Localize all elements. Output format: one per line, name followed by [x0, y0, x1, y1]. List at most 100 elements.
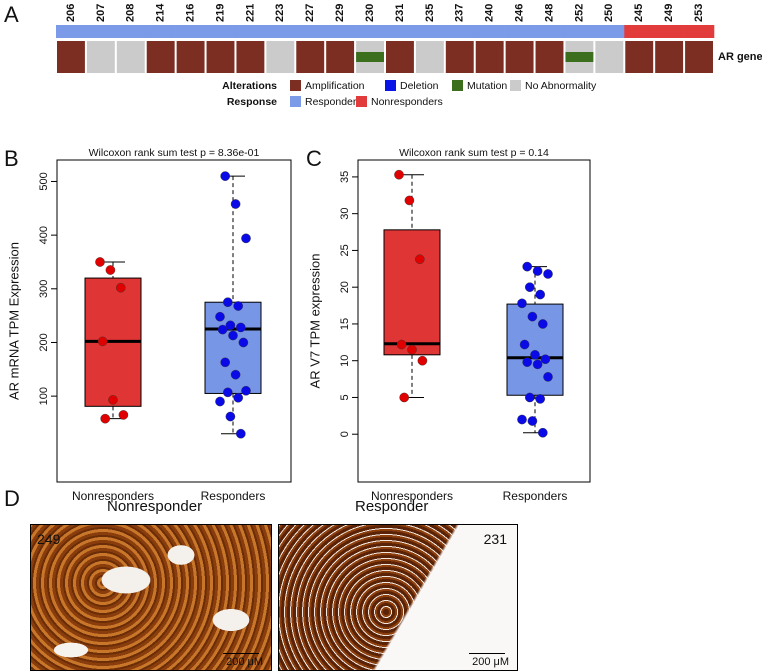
data-point	[222, 297, 233, 308]
data-point	[238, 337, 249, 348]
data-point	[228, 330, 238, 341]
panel-letter: A	[4, 2, 19, 27]
sample-label: 229	[334, 4, 346, 22]
sample-id: 231	[483, 531, 507, 547]
y-tick-label: 10	[339, 355, 351, 367]
data-point	[525, 282, 535, 292]
y-tick-label: 200	[38, 333, 50, 351]
legend-label: No Abnormality	[525, 80, 597, 92]
alteration-cell	[625, 41, 654, 73]
legend-title: Response	[227, 96, 277, 108]
plot-frame	[357, 159, 591, 483]
panel-letter: B	[4, 146, 19, 171]
data-point	[217, 324, 228, 335]
sample-label: 206	[65, 4, 77, 22]
panel-letter-wrap: D	[4, 486, 20, 511]
mutation-mark	[356, 52, 384, 62]
response-cell	[235, 25, 266, 38]
sample-label: 253	[693, 4, 705, 22]
sample-label: 207	[95, 4, 107, 22]
response-cell	[385, 25, 416, 38]
alteration-cell	[86, 41, 115, 73]
image-title: Responder	[355, 498, 429, 515]
data-point	[235, 322, 246, 333]
data-point	[220, 357, 230, 368]
response-cell	[85, 25, 117, 38]
tissue-image: 249 200 μM	[30, 524, 272, 671]
data-point	[116, 282, 126, 293]
legend-label: Nonresponders	[371, 96, 443, 108]
alteration-cell	[535, 41, 564, 73]
alteration-cell	[176, 41, 205, 73]
alteration-cell	[386, 41, 414, 73]
alteration-cell	[296, 41, 325, 73]
response-cell	[205, 25, 236, 38]
scale-bar	[469, 653, 505, 654]
x-tick-label: Nonresponders	[371, 489, 453, 503]
sample-id: 249	[37, 531, 61, 547]
sample-label: 230	[364, 4, 376, 22]
data-point	[230, 199, 241, 209]
data-point	[225, 411, 236, 422]
sample-label: 227	[304, 4, 316, 22]
response-cell	[265, 25, 296, 38]
box	[204, 301, 262, 394]
data-point	[108, 395, 118, 405]
sample-label: 208	[125, 4, 137, 22]
sample-label: 235	[424, 4, 436, 22]
data-point	[230, 369, 241, 380]
sample-label: 231	[394, 4, 406, 22]
alteration-cell	[116, 41, 145, 73]
data-point	[215, 396, 225, 407]
alteration-cell	[595, 41, 624, 73]
scale-label: 200 μM	[472, 656, 509, 668]
sample-label: 250	[603, 4, 615, 22]
data-point	[215, 311, 225, 322]
data-point	[399, 392, 410, 403]
legend-swatch	[290, 80, 301, 91]
box	[383, 229, 441, 356]
data-point	[396, 339, 407, 350]
data-point	[394, 169, 404, 180]
x-tick-label: Nonresponders	[72, 489, 154, 503]
data-point	[95, 257, 105, 267]
data-point	[525, 392, 535, 403]
response-cell	[355, 25, 386, 38]
sample-label: 221	[244, 4, 256, 22]
y-tick-label: 0	[339, 431, 351, 437]
scale-bar	[223, 653, 259, 654]
data-point	[241, 233, 251, 244]
data-point	[540, 354, 551, 365]
alteration-cell	[475, 41, 504, 73]
alteration-cell	[57, 41, 85, 73]
sample-label: 246	[513, 4, 525, 22]
data-point	[222, 387, 233, 398]
row-label: AR gene	[718, 51, 762, 63]
response-cell	[145, 25, 176, 38]
data-point	[517, 298, 527, 309]
tissue-image: 231 200 μM	[278, 524, 518, 671]
response-cell	[474, 25, 505, 38]
data-point	[233, 301, 243, 311]
plot-frame	[56, 159, 292, 483]
data-point	[522, 357, 533, 367]
response-cell	[175, 25, 206, 38]
data-point	[97, 336, 108, 347]
sample-label: 214	[155, 3, 167, 22]
alteration-cell	[655, 41, 684, 73]
scale-label: 200 μM	[226, 656, 263, 668]
response-cell	[325, 25, 356, 38]
response-cell	[56, 25, 87, 38]
alteration-cell	[146, 41, 175, 73]
x-tick-label: Responders	[201, 489, 266, 503]
legend-swatch	[290, 96, 301, 107]
alteration-cell	[266, 41, 295, 73]
y-tick-label: 25	[339, 244, 351, 256]
panel-letter: C	[306, 146, 322, 171]
response-cell	[504, 25, 535, 38]
legend-swatch	[452, 80, 463, 91]
y-axis-label: AR V7 TPM expression	[307, 254, 322, 389]
data-point	[235, 428, 246, 439]
data-point	[233, 392, 243, 403]
